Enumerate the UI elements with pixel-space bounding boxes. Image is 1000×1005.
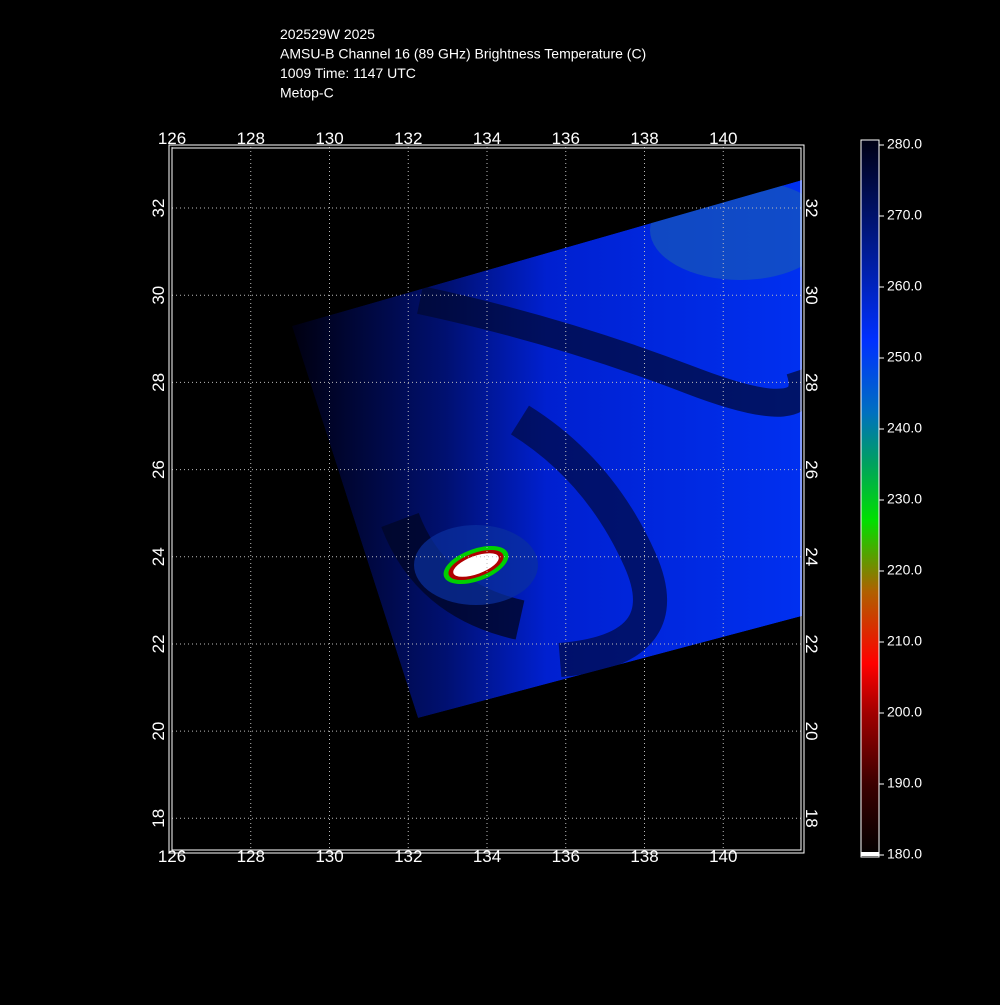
y-tick-label-left: 24 <box>149 547 168 566</box>
y-tick-label-right: 32 <box>802 199 821 218</box>
x-tick-label-top: 140 <box>709 129 737 148</box>
x-tick-label-top: 138 <box>630 129 658 148</box>
y-tick-label-left: 30 <box>149 286 168 305</box>
title-line: 1009 Time: 1147 UTC <box>280 65 416 81</box>
colorbar-tick-label: 260.0 <box>887 278 922 294</box>
x-tick-label-top: 136 <box>552 129 580 148</box>
x-tick-label-bottom: 132 <box>394 847 422 866</box>
y-tick-label-right: 20 <box>802 722 821 741</box>
map-frame <box>168 144 805 854</box>
y-tick-label-left: 26 <box>149 460 168 479</box>
colorbar-tick-label: 270.0 <box>887 207 922 223</box>
map-frame-inner <box>171 147 802 851</box>
swath-image <box>292 180 802 718</box>
x-tick-label-top: 128 <box>237 129 265 148</box>
colorbar-tick-label: 240.0 <box>887 420 922 436</box>
y-tick-label-right: 24 <box>802 547 821 566</box>
colorbar-tick-label: 220.0 <box>887 562 922 578</box>
y-tick-label-left: 22 <box>149 634 168 653</box>
x-tick-label-bottom: 140 <box>709 847 737 866</box>
colorbar-tick-label: 200.0 <box>887 704 922 720</box>
colorbar-tick-label: 280.0 <box>887 136 922 152</box>
y-tick-label-left: 18 <box>149 809 168 828</box>
grid <box>171 147 802 851</box>
x-tick-label-bottom: 138 <box>630 847 658 866</box>
colorbar-underflow <box>861 852 879 856</box>
colorbar-tick-label: 180.0 <box>887 846 922 862</box>
colorbar-tick-label: 250.0 <box>887 349 922 365</box>
y-tick-label-left: 20 <box>149 722 168 741</box>
title-line: Metop-C <box>280 85 334 101</box>
x-tick-label-bottom: 128 <box>237 847 265 866</box>
x-tick-label-top: 132 <box>394 129 422 148</box>
colorbar-tick-label: 230.0 <box>887 491 922 507</box>
x-tick-label-top: 126 <box>158 129 186 148</box>
colorbar-tick-label: 190.0 <box>887 775 922 791</box>
x-tick-label-top: 134 <box>473 129 501 148</box>
y-tick-label-right: 28 <box>802 373 821 392</box>
x-tick-label-bottom: 130 <box>315 847 343 866</box>
title-line: AMSU-B Channel 16 (89 GHz) Brightness Te… <box>280 46 646 62</box>
colorbar <box>860 139 880 858</box>
colorbar-tick-label: 210.0 <box>887 633 922 649</box>
y-tick-label-right: 18 <box>802 809 821 828</box>
y-tick-label-right: 30 <box>802 286 821 305</box>
y-tick-label-right: 22 <box>802 634 821 653</box>
y-tick-label-right: 26 <box>802 460 821 479</box>
y-tick-label-left: 28 <box>149 373 168 392</box>
x-tick-label-bottom: 126 <box>158 847 186 866</box>
y-tick-label-left: 32 <box>149 199 168 218</box>
x-tick-label-bottom: 136 <box>552 847 580 866</box>
title-block: 202529W 2025 AMSU-B Channel 16 (89 GHz) B… <box>280 26 646 101</box>
title-line: 202529W 2025 <box>280 26 375 42</box>
x-tick-label-top: 130 <box>315 129 343 148</box>
x-tick-label-bottom: 134 <box>473 847 501 866</box>
